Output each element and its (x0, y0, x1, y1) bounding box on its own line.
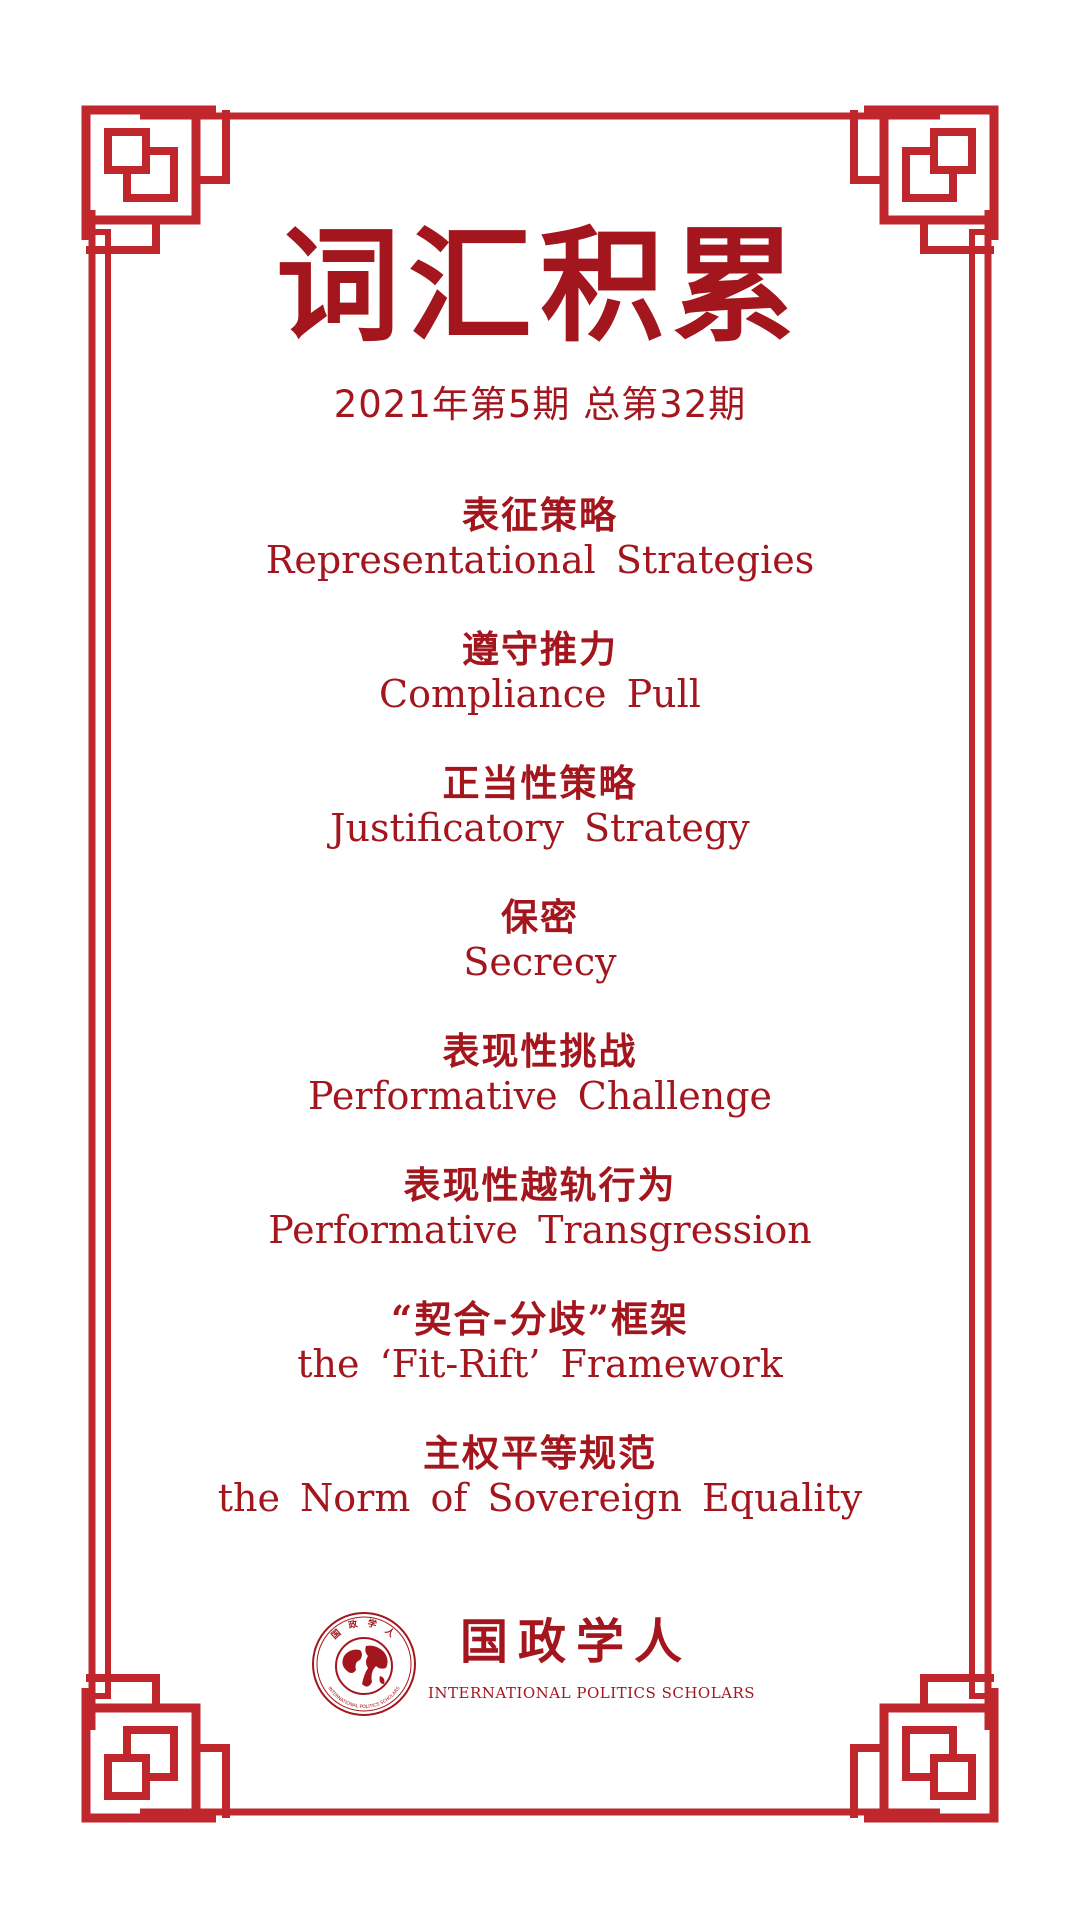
term-chinese: “契合-分歧”框架 (391, 1297, 689, 1341)
term-list: 表征策略 Representational Strategies 遵守推力 Co… (0, 492, 1080, 1564)
brand-logo: 国 政 学 人 INTERNATIONAL POLITICS SCHOLARS … (310, 1610, 780, 1720)
term-english: Performative Challenge (307, 1074, 773, 1118)
term-english: the ‘Fit-Rift’ Framework (297, 1342, 783, 1386)
term-item: 表现性越轨行为 Performative Transgression (0, 1162, 1080, 1296)
term-item: 正当性策略 Justificatory Strategy (0, 760, 1080, 894)
term-chinese: 保密 (501, 895, 579, 939)
term-chinese: 表征策略 (462, 493, 618, 537)
term-english: Performative Transgression (268, 1208, 812, 1252)
brand-name-english: INTERNATIONAL POLITICS SCHOLARS (428, 1684, 756, 1702)
page-title: 词汇积累 (275, 214, 804, 359)
term-item: 保密 Secrecy (0, 894, 1080, 1028)
term-chinese: 遵守推力 (462, 627, 618, 671)
issue-number: 2021年第5期 总第32期 (333, 383, 747, 426)
term-item: 表征策略 Representational Strategies (0, 492, 1080, 626)
term-item: 表现性挑战 Performative Challenge (0, 1028, 1080, 1162)
term-chinese: 主权平等规范 (423, 1431, 657, 1475)
term-chinese: 表现性挑战 (442, 1029, 638, 1073)
term-chinese: 正当性策略 (442, 761, 638, 805)
term-item: 遵守推力 Compliance Pull (0, 626, 1080, 760)
term-english: Compliance Pull (379, 672, 701, 716)
term-english: Representational Strategies (265, 538, 815, 582)
brand-name-chinese: 国政学人 (460, 1614, 693, 1670)
term-item: 主权平等规范 the Norm of Sovereign Equality (0, 1430, 1080, 1564)
term-english: Justificatory Strategy (330, 806, 750, 850)
term-english: Secrecy (463, 940, 617, 984)
term-chinese: 表现性越轨行为 (403, 1163, 677, 1207)
term-item: “契合-分歧”框架 the ‘Fit-Rift’ Framework (0, 1296, 1080, 1430)
term-english: the Norm of Sovereign Equality (217, 1476, 863, 1520)
globe-emblem-icon: 国 政 学 人 INTERNATIONAL POLITICS SCHOLARS (312, 1612, 416, 1716)
